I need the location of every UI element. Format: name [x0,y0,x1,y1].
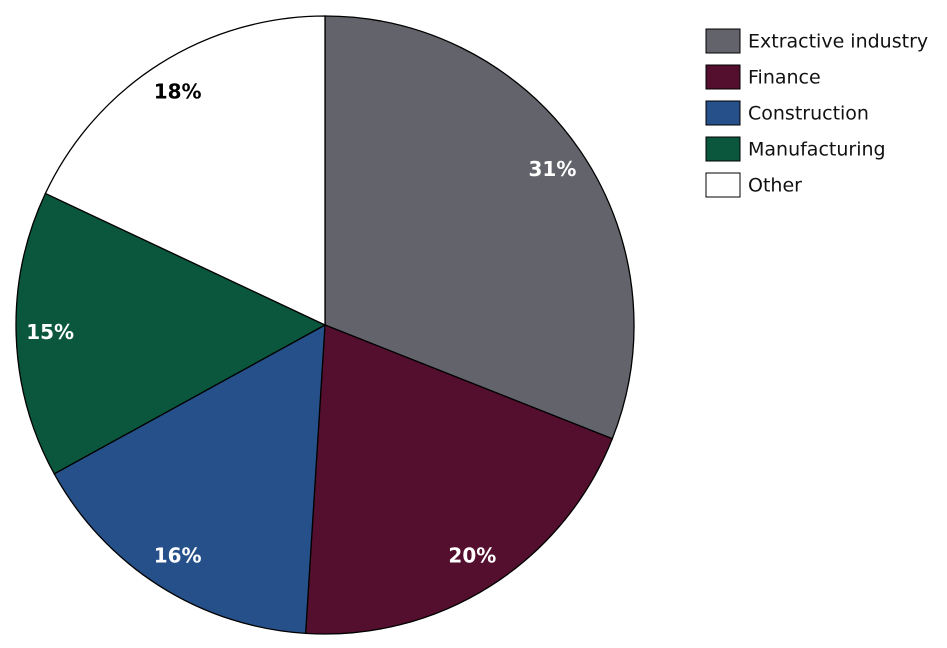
pie-slice [53,323,326,635]
data-label: 15% [26,320,74,344]
legend-swatch [705,28,741,54]
data-label: 16% [154,544,202,568]
data-label: 31% [529,157,577,181]
legend-label: Extractive industry [748,31,928,53]
pie-slice [44,15,326,327]
legend-swatch [705,100,741,126]
legend-swatch [705,172,741,198]
legend-label: Finance [748,67,821,89]
data-label: 18% [154,79,202,103]
data-label: 20% [448,544,496,568]
legend-swatch [705,64,741,90]
pie-slice [15,192,327,475]
pie-slice [324,15,635,440]
legend-label: Manufacturing [748,139,886,161]
legend-swatch [705,136,741,162]
legend-label: Other [748,175,802,197]
legend-label: Construction [748,103,869,125]
pie-slice [304,324,614,635]
